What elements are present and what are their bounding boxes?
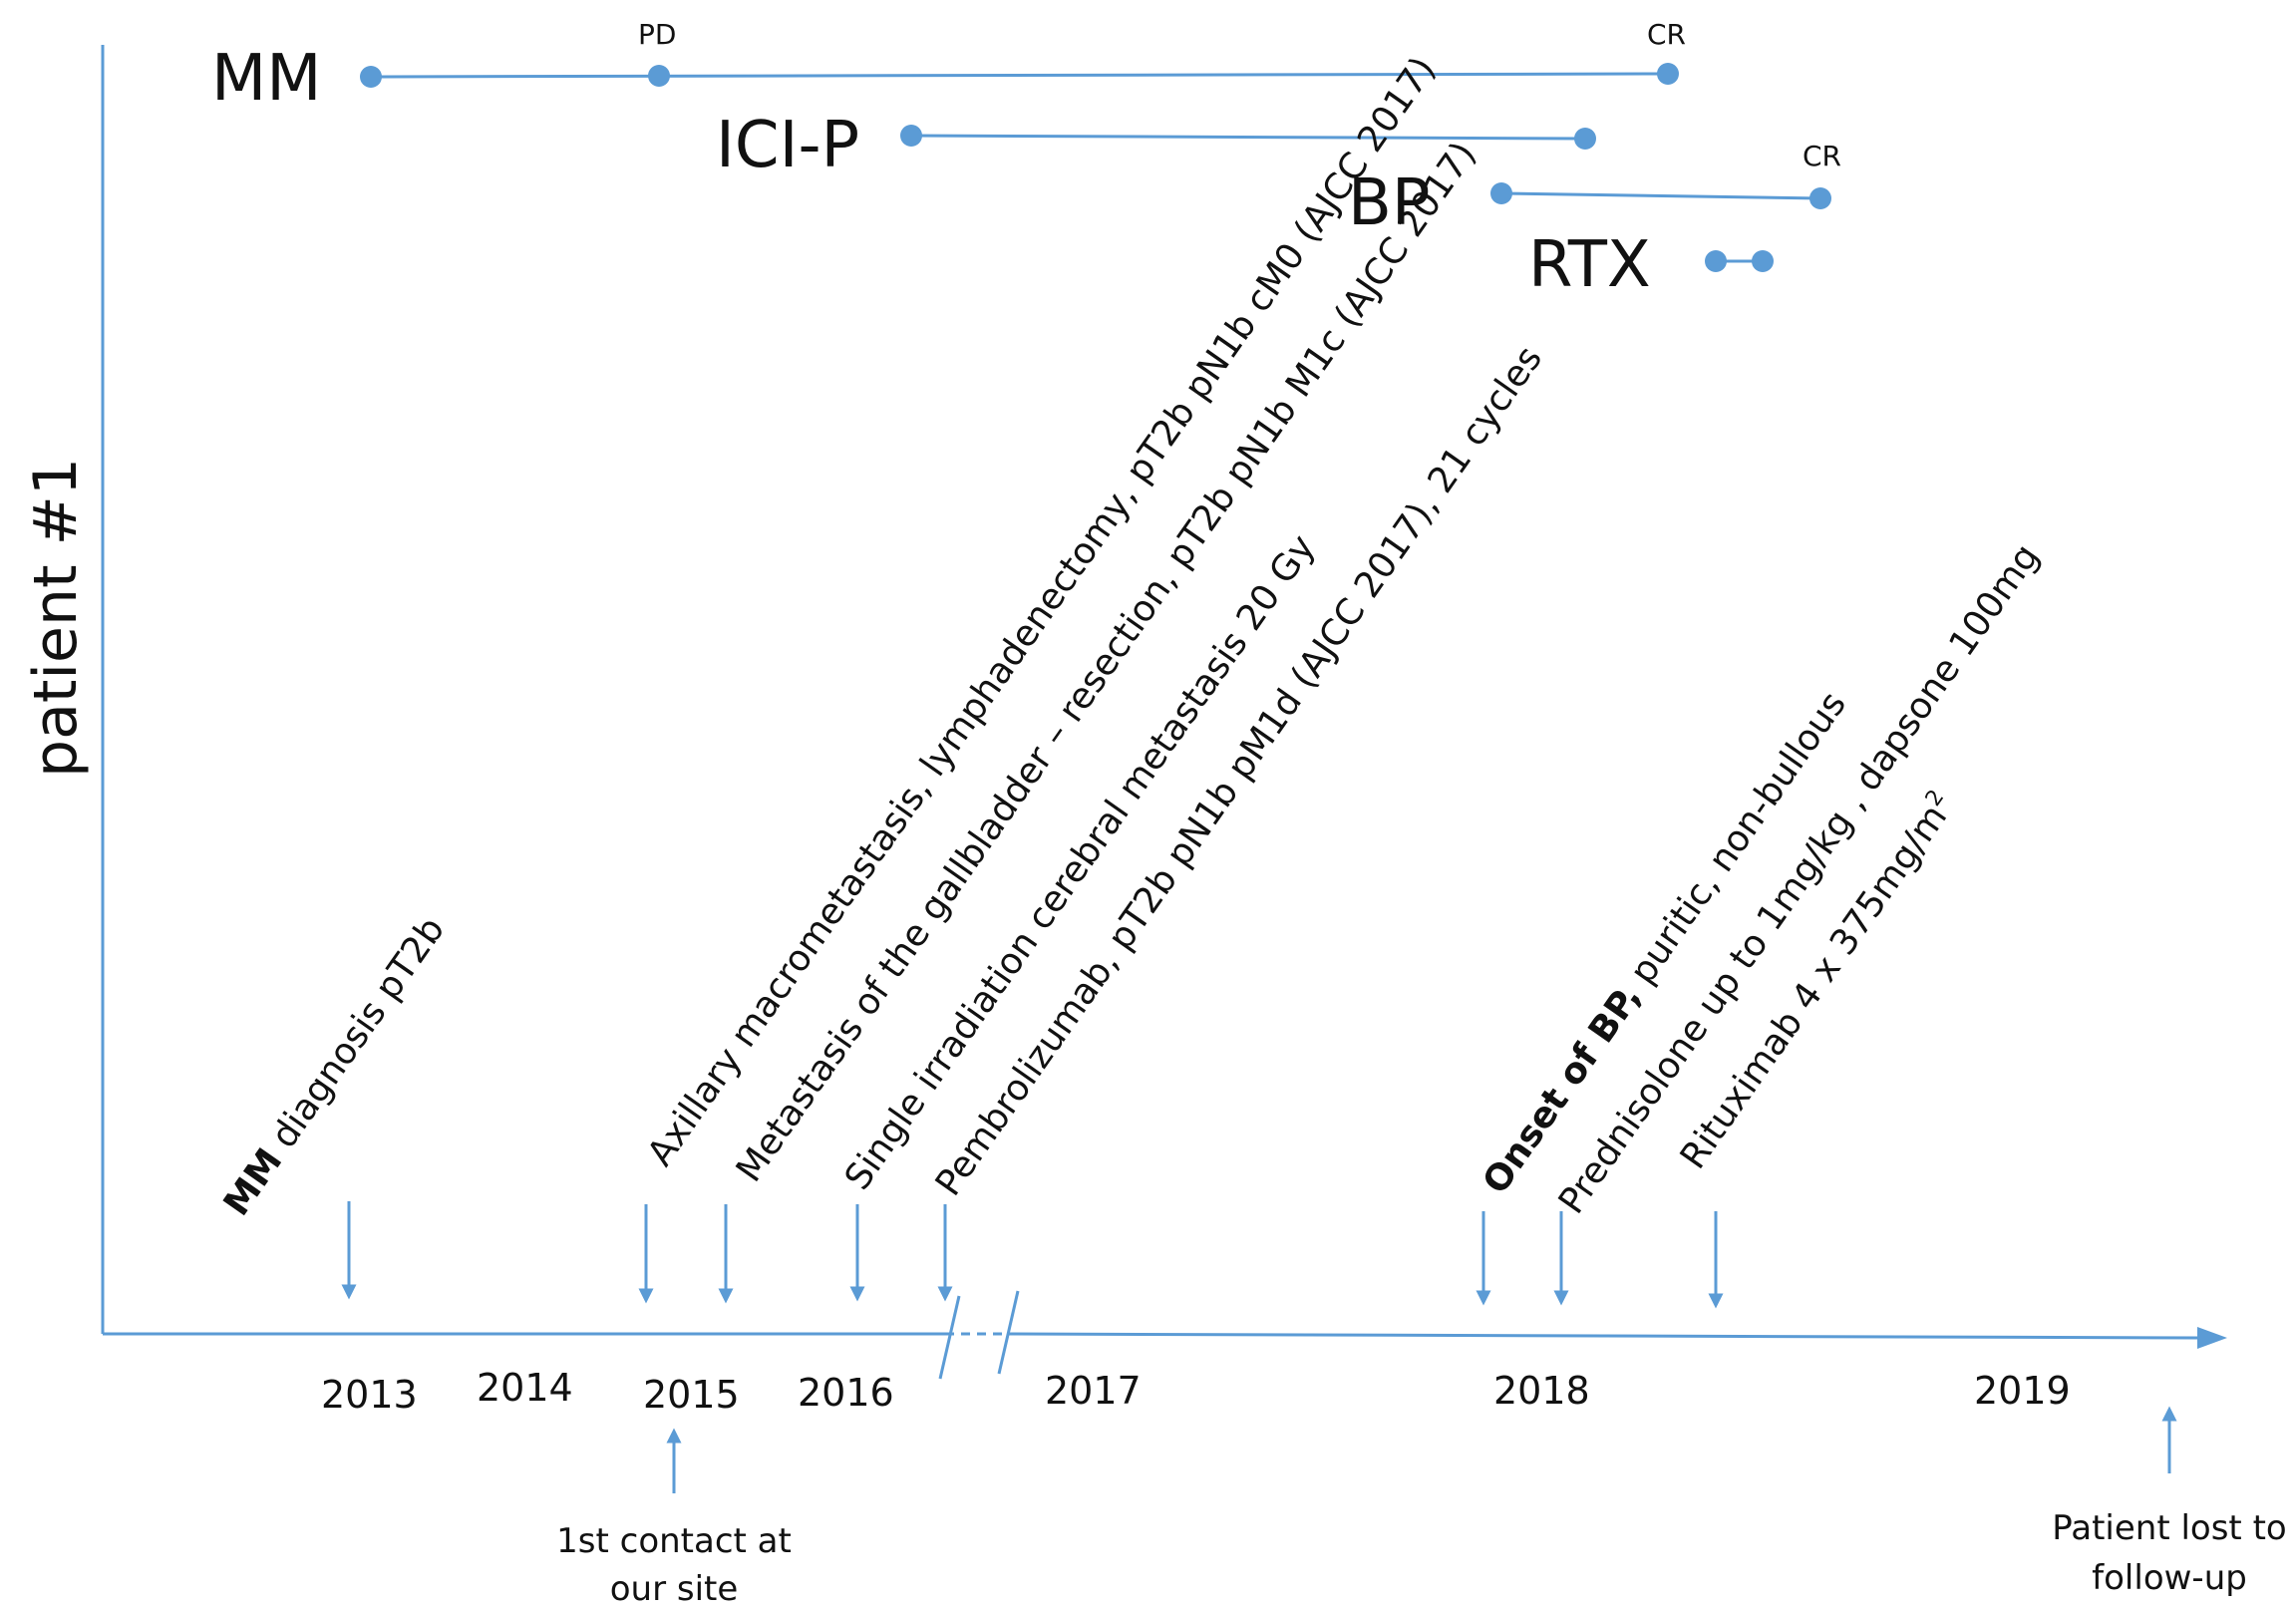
track-point-mm-cr <box>1657 63 1679 85</box>
track-point-mm-pd <box>648 65 670 87</box>
event-label-onset-bp-bold: Onset of BP, <box>1476 977 1649 1201</box>
note-lost-line2: follow-up <box>2092 1558 2247 1598</box>
event-label-mm-diagnosis: MM diagnosis pT2b <box>216 910 453 1224</box>
track-line-mm <box>370 72 1669 79</box>
note-lost-line1: Patient lost to <box>2052 1508 2286 1548</box>
track-icip: ICI-P <box>716 109 1596 182</box>
track-point-rtx-start <box>1705 250 1727 272</box>
note-first-contact-line2: our site <box>610 1569 739 1609</box>
year-label-2015: 2015 <box>643 1373 740 1417</box>
x-axis-arrowhead <box>2197 1327 2227 1349</box>
year-label-2014: 2014 <box>477 1366 573 1410</box>
x-axis-line-right <box>1006 1332 2199 1340</box>
track-point-icip-end <box>1574 128 1596 150</box>
track-line-icip <box>910 134 1586 141</box>
track-point-rtx-end <box>1752 250 1774 272</box>
event-label-irradiation: Single irradiation cerebral metastasis 2… <box>837 527 1324 1197</box>
event-label-mm-diagnosis-rest: diagnosis pT2b <box>257 910 453 1165</box>
axis-break-mark-1 <box>938 1295 961 1380</box>
track-point-icip-start <box>900 125 922 147</box>
event-label-axillary: Axillary macrometastasis, lymphadenectom… <box>640 50 1444 1173</box>
axis-break-mark-2 <box>997 1290 1020 1375</box>
year-label-2018: 2018 <box>1493 1369 1590 1413</box>
track-line-bp <box>1500 191 1821 200</box>
track-label-mm: MM <box>211 42 321 116</box>
event-label-prednisolone: Prednisolone up to 1mg/kg , dapsone 100m… <box>1551 537 2048 1222</box>
status-label-mm-cr: CR <box>1647 18 1686 51</box>
track-bp: BP CR <box>1348 140 1841 240</box>
event-label-gallbladder: Metastasis of the gallbladder – resectio… <box>729 135 1484 1189</box>
track-point-mm-start <box>360 66 382 88</box>
track-label-icip: ICI-P <box>716 109 859 182</box>
track-point-bp-start <box>1490 182 1512 204</box>
track-mm: MM PD CR <box>211 18 1686 116</box>
track-label-rtx: RTX <box>1528 228 1651 302</box>
track-point-bp-cr <box>1809 187 1831 209</box>
status-label-bp-cr: CR <box>1803 140 1841 172</box>
y-axis-label: patient #1 <box>21 458 91 778</box>
year-label-2019: 2019 <box>1974 1369 2071 1413</box>
year-label-2013: 2013 <box>321 1373 418 1417</box>
status-label-pd: PD <box>638 18 676 51</box>
track-rtx: RTX <box>1528 228 1774 302</box>
note-first-contact-line1: 1st contact at <box>556 1521 792 1561</box>
year-label-2016: 2016 <box>798 1371 894 1415</box>
year-label-2017: 2017 <box>1045 1369 1142 1413</box>
track-label-bp: BP <box>1348 166 1431 240</box>
event-label-onset-bp: Onset of BP, puritic, non-bullous <box>1476 685 1854 1202</box>
